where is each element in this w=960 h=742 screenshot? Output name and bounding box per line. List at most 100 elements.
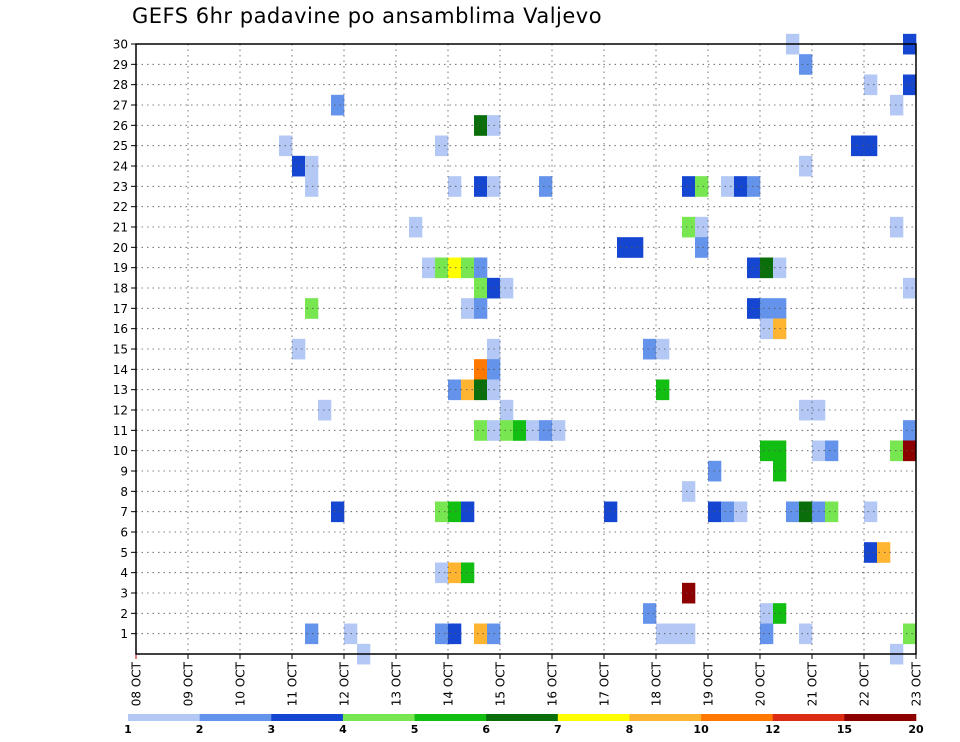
heatmap-cell: [500, 399, 514, 421]
y-tick-label: 26: [113, 119, 128, 133]
colorbar-label: 6: [482, 723, 490, 736]
heatmap-cell: [864, 74, 878, 96]
heatmap-cell: [474, 298, 488, 319]
colorbar-swatch: [772, 714, 845, 721]
heatmap-cell: [474, 277, 488, 299]
y-tick-label: 25: [113, 139, 128, 153]
y-tick-label: 27: [113, 99, 128, 113]
y-tick-label: 16: [113, 322, 128, 336]
y-tick-label: 18: [113, 282, 128, 296]
heatmap-cell: [656, 623, 670, 645]
heatmap-cell: [799, 54, 813, 75]
heatmap-cell: [760, 440, 774, 462]
colorbar-swatch: [629, 714, 702, 721]
colorbar-label: 15: [837, 723, 852, 736]
heatmap-cell: [500, 277, 514, 299]
heatmap-cell: [799, 623, 813, 645]
y-tick-label: 10: [113, 444, 128, 458]
x-tick-label: 09 OCT: [182, 661, 196, 706]
heatmap-cell: [864, 542, 878, 563]
heatmap-cell: [903, 420, 917, 441]
heatmap-cell: [461, 562, 475, 584]
heatmap-cell: [474, 115, 488, 136]
heatmap-cell: [682, 582, 696, 604]
heatmap-cell: [474, 379, 488, 401]
heatmap-cell: [305, 298, 319, 319]
heatmap-cell: [890, 440, 904, 462]
heatmap-cell: [656, 379, 670, 401]
y-tick-label: 21: [113, 221, 128, 235]
heatmap-cell: [877, 542, 891, 563]
colorbar-swatch: [486, 714, 559, 721]
plot-frame: [135, 43, 917, 655]
heatmap-cell: [747, 298, 761, 319]
heatmap-cell: [461, 501, 475, 523]
x-tick-label: 10 OCT: [234, 661, 248, 706]
y-tick-label: 4: [120, 566, 128, 580]
colorbar-label: 3: [267, 723, 275, 736]
colorbar-swatch: [701, 714, 774, 721]
heatmap-cell: [721, 176, 735, 197]
heatmap-cell: [435, 501, 449, 523]
heatmap-cell: [435, 623, 449, 645]
y-tick-label: 17: [113, 302, 128, 316]
heatmap-cell: [760, 257, 774, 279]
heatmap-cell: [305, 623, 319, 645]
heatmap-cell: [617, 237, 631, 258]
colorbar-label: 1: [124, 723, 132, 736]
heatmap-cell: [539, 176, 553, 197]
heatmap-cell: [721, 501, 735, 523]
cells-layer: [279, 33, 917, 665]
heatmap-cell: [474, 176, 488, 197]
heatmap-cell: [448, 562, 462, 584]
heatmap-cell: [539, 420, 553, 441]
heatmap-cell: [682, 176, 696, 197]
colorbar-swatch: [557, 714, 630, 721]
heatmap-cell: [448, 176, 462, 197]
y-tick-label: 5: [120, 546, 128, 560]
x-tick-label: 21 OCT: [806, 661, 820, 706]
heatmap-cell: [643, 338, 657, 360]
heatmap-cell: [734, 501, 748, 523]
y-tick-label: 15: [113, 343, 128, 357]
heatmap-cell: [435, 562, 449, 584]
y-tick-label: 1: [120, 627, 128, 641]
heatmap-cell: [305, 155, 319, 177]
heatmap-cell: [799, 501, 813, 523]
colorbar-label: 12: [765, 723, 780, 736]
heatmap-cell: [474, 623, 488, 645]
heatmap-cell: [461, 298, 475, 319]
heatmap-cell: [331, 501, 345, 523]
y-tick-label: 6: [120, 526, 128, 540]
heatmap-cell: [435, 257, 449, 279]
y-tick-label: 9: [120, 465, 128, 479]
x-tick-label: 22 OCT: [858, 661, 872, 706]
heatmap-cell: [760, 623, 774, 645]
heatmap-cell: [448, 379, 462, 401]
heatmap-cell: [500, 420, 514, 441]
heatmap-cell: [318, 399, 332, 421]
colorbar-swatch: [342, 714, 415, 721]
heatmap-cell: [903, 440, 917, 462]
heatmap-cell: [799, 399, 813, 421]
y-tick-label: 23: [113, 180, 128, 194]
y-tick-label: 28: [113, 78, 128, 92]
x-tick-label: 14 OCT: [442, 661, 456, 706]
heatmap-cell: [747, 176, 761, 197]
heatmap-cell: [825, 501, 839, 523]
heatmap-cell: [331, 94, 345, 116]
y-tick-label: 20: [113, 241, 128, 255]
heatmap-cell: [292, 338, 306, 360]
heatmap-cell: [513, 420, 527, 441]
heatmap-cell: [682, 623, 696, 645]
heatmap-cell: [448, 257, 462, 279]
colorbar-swatch: [271, 714, 344, 721]
colorbar-swatch: [844, 714, 917, 721]
colorbar-label: 8: [626, 723, 634, 736]
y-tick-label: 12: [113, 404, 128, 418]
colorbar: 1 2 3 4 5 6 7 8 10 12 15 20: [124, 714, 924, 736]
chart-title: GEFS 6hr padavine po ansamblima Valjevo: [132, 4, 603, 28]
heatmap-cell: [903, 74, 917, 96]
y-tick-label: 30: [113, 38, 128, 52]
